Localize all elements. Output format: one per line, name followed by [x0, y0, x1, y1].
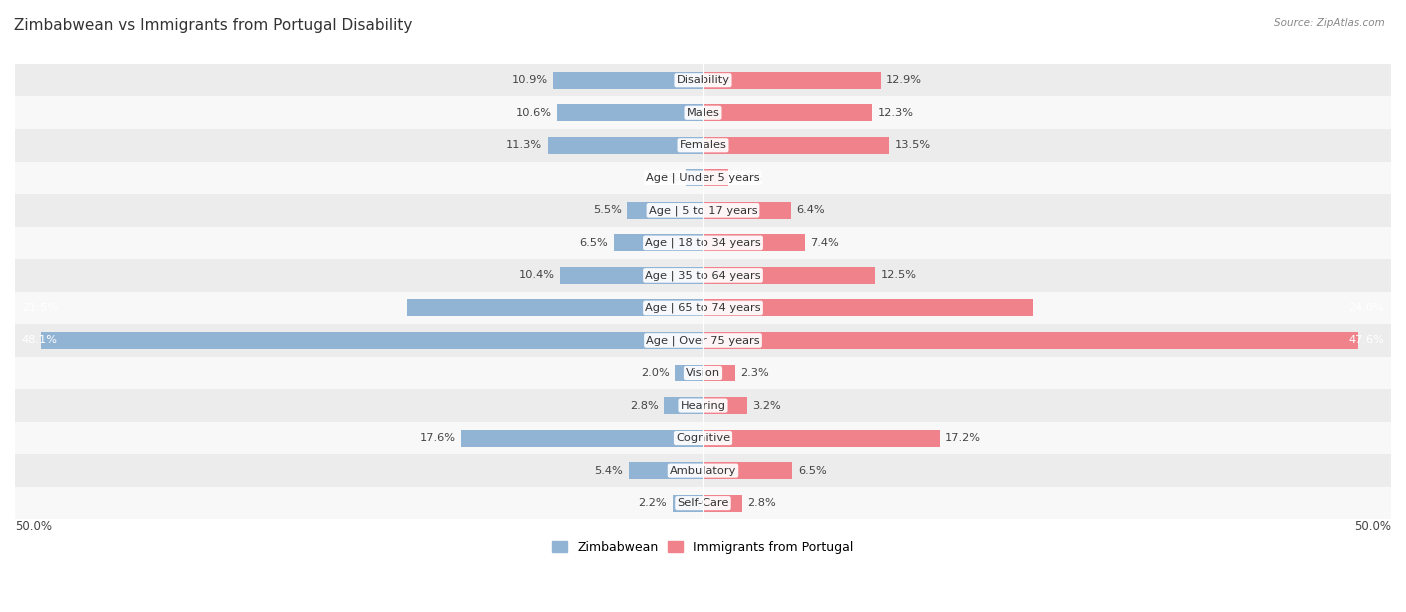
Bar — [703, 430, 939, 447]
Bar — [461, 430, 703, 447]
Bar — [15, 194, 1391, 226]
Bar — [703, 494, 741, 512]
Bar — [628, 462, 703, 479]
Bar — [408, 299, 703, 316]
Bar — [15, 129, 1391, 162]
Bar — [547, 137, 703, 154]
Bar — [15, 226, 1391, 259]
Bar — [15, 454, 1391, 487]
Text: 3.2%: 3.2% — [752, 400, 782, 411]
Text: 5.5%: 5.5% — [593, 206, 621, 215]
Bar — [703, 72, 880, 89]
Text: 12.9%: 12.9% — [886, 75, 922, 85]
Text: 5.4%: 5.4% — [595, 466, 623, 476]
Bar — [15, 357, 1391, 389]
Text: 6.4%: 6.4% — [797, 206, 825, 215]
Bar — [703, 170, 728, 186]
Text: 10.6%: 10.6% — [516, 108, 551, 118]
Bar — [703, 332, 1358, 349]
Bar — [703, 462, 793, 479]
Bar — [703, 202, 792, 219]
Text: Zimbabwean vs Immigrants from Portugal Disability: Zimbabwean vs Immigrants from Portugal D… — [14, 18, 412, 34]
Bar — [703, 397, 747, 414]
Bar — [15, 422, 1391, 454]
Text: 10.9%: 10.9% — [512, 75, 547, 85]
Text: 6.5%: 6.5% — [799, 466, 827, 476]
Text: Hearing: Hearing — [681, 400, 725, 411]
Bar — [557, 104, 703, 121]
Bar — [15, 162, 1391, 194]
Text: 11.3%: 11.3% — [506, 140, 541, 151]
Bar — [15, 389, 1391, 422]
Bar — [703, 299, 1033, 316]
Bar — [703, 234, 804, 252]
Text: 6.5%: 6.5% — [579, 238, 607, 248]
Text: 2.8%: 2.8% — [747, 498, 776, 508]
Text: 7.4%: 7.4% — [810, 238, 839, 248]
Bar — [675, 365, 703, 381]
Bar — [686, 170, 703, 186]
Text: 24.0%: 24.0% — [1348, 303, 1384, 313]
Text: Cognitive: Cognitive — [676, 433, 730, 443]
Text: Age | 35 to 64 years: Age | 35 to 64 years — [645, 270, 761, 281]
Bar — [553, 72, 703, 89]
Text: Age | Over 75 years: Age | Over 75 years — [647, 335, 759, 346]
Text: 10.4%: 10.4% — [519, 271, 554, 280]
Bar — [15, 292, 1391, 324]
Text: Vision: Vision — [686, 368, 720, 378]
Text: Age | Under 5 years: Age | Under 5 years — [647, 173, 759, 183]
Text: Source: ZipAtlas.com: Source: ZipAtlas.com — [1274, 18, 1385, 28]
Text: 48.1%: 48.1% — [22, 335, 58, 346]
Bar — [703, 365, 735, 381]
Text: 50.0%: 50.0% — [1354, 520, 1391, 533]
Bar — [703, 137, 889, 154]
Bar — [41, 332, 703, 349]
Text: 50.0%: 50.0% — [15, 520, 52, 533]
Text: 47.6%: 47.6% — [1348, 335, 1384, 346]
Bar — [672, 494, 703, 512]
Text: 12.3%: 12.3% — [877, 108, 914, 118]
Text: Self-Care: Self-Care — [678, 498, 728, 508]
Text: 2.3%: 2.3% — [740, 368, 769, 378]
Text: 12.5%: 12.5% — [880, 271, 917, 280]
Bar — [15, 97, 1391, 129]
Text: Disability: Disability — [676, 75, 730, 85]
Bar — [703, 267, 875, 284]
Text: 17.6%: 17.6% — [419, 433, 456, 443]
Text: 1.8%: 1.8% — [734, 173, 762, 183]
Bar — [15, 324, 1391, 357]
Legend: Zimbabwean, Immigrants from Portugal: Zimbabwean, Immigrants from Portugal — [547, 536, 859, 559]
Bar — [15, 64, 1391, 97]
Text: 2.2%: 2.2% — [638, 498, 668, 508]
Text: Females: Females — [679, 140, 727, 151]
Text: Age | 18 to 34 years: Age | 18 to 34 years — [645, 237, 761, 248]
Bar — [703, 104, 872, 121]
Text: Age | 65 to 74 years: Age | 65 to 74 years — [645, 303, 761, 313]
Text: 2.8%: 2.8% — [630, 400, 659, 411]
Bar — [613, 234, 703, 252]
Text: Age | 5 to 17 years: Age | 5 to 17 years — [648, 205, 758, 215]
Text: 13.5%: 13.5% — [894, 140, 931, 151]
Text: 2.0%: 2.0% — [641, 368, 671, 378]
Text: Males: Males — [686, 108, 720, 118]
Text: Ambulatory: Ambulatory — [669, 466, 737, 476]
Bar — [15, 487, 1391, 520]
Bar — [627, 202, 703, 219]
Text: 17.2%: 17.2% — [945, 433, 981, 443]
Bar — [665, 397, 703, 414]
Text: 21.5%: 21.5% — [22, 303, 58, 313]
Bar — [560, 267, 703, 284]
Bar — [15, 259, 1391, 292]
Text: 1.2%: 1.2% — [652, 173, 681, 183]
